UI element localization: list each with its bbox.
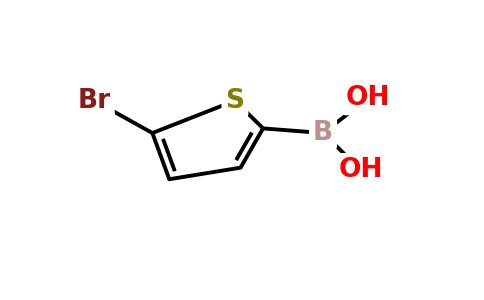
- Text: OH: OH: [346, 85, 390, 111]
- Text: OH: OH: [338, 157, 383, 183]
- Text: B: B: [313, 120, 333, 146]
- Text: S: S: [226, 88, 244, 114]
- Text: Br: Br: [78, 88, 111, 114]
